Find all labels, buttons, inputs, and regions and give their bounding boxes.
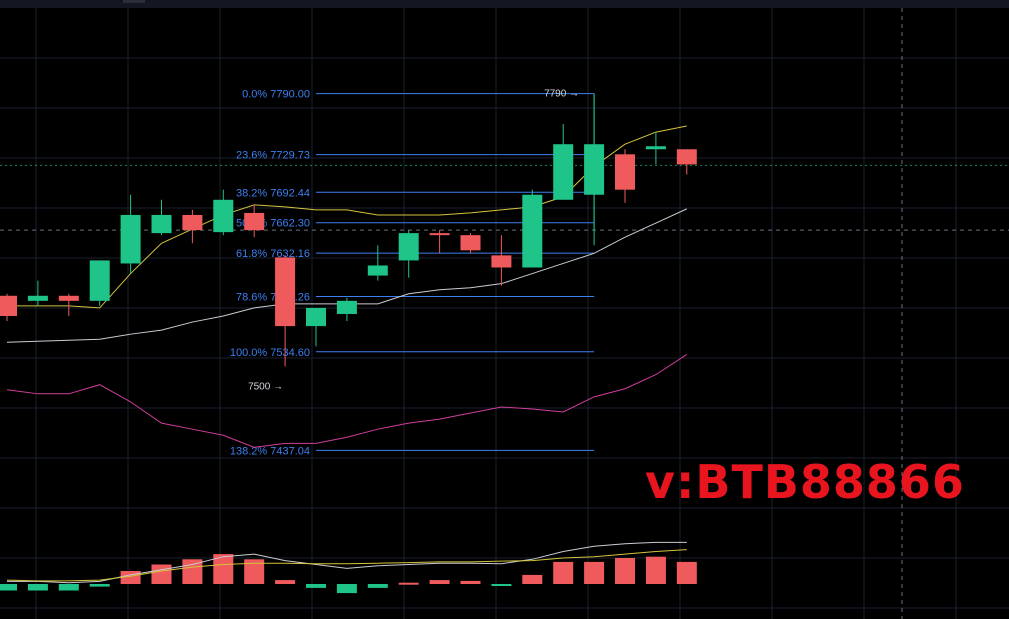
candles [0, 93, 697, 367]
candle-body [244, 212, 265, 231]
fib-level-label: 138.2% 7437.04 [230, 445, 310, 457]
histogram-bar [89, 584, 110, 587]
chart-grid [0, 8, 1009, 619]
histogram-bar [584, 561, 605, 584]
candle-body [584, 144, 605, 195]
oscillator-main-line [6, 549, 687, 582]
fast-ma-line [7, 125, 687, 309]
fib-level-label: 0.0% 7790.00 [242, 89, 310, 101]
candle-body [429, 233, 450, 236]
histogram-bar [522, 574, 543, 584]
candle-body [306, 307, 326, 327]
low-price-label: 7500 → [248, 382, 283, 393]
histogram-bar [367, 584, 388, 588]
histogram-bar [213, 554, 234, 584]
candle-body [120, 214, 141, 264]
histogram-bar [151, 564, 172, 584]
oscillator-panel [0, 541, 697, 594]
histogram-bar [244, 559, 265, 584]
histogram-bar [676, 561, 697, 584]
histogram-bar [27, 584, 48, 591]
price-marks: 7790 → 7500 → [248, 89, 579, 393]
candle-body [27, 295, 48, 301]
fib-level-label: 23.6% 7729.73 [236, 150, 310, 162]
fib-level-label: 38.2% 7692.44 [236, 187, 310, 199]
histogram-bar [58, 584, 79, 591]
toolbar-tab[interactable] [123, 0, 145, 3]
high-price-label: 7790 → [544, 89, 579, 100]
candle-body [182, 214, 203, 231]
histogram-bar [460, 580, 481, 584]
candle-body [275, 257, 296, 327]
candle-body [0, 295, 17, 316]
candle-body [89, 260, 110, 301]
watermark-text: v:BTB88866 [645, 455, 965, 509]
lower-band-line [6, 353, 688, 448]
top-toolbar [0, 0, 1009, 8]
histogram-bar [553, 561, 574, 584]
candle-body [336, 300, 357, 314]
candle-body [151, 214, 172, 234]
candle-body [213, 199, 234, 233]
histogram-bar [615, 558, 635, 584]
histogram-bar [336, 584, 357, 594]
candle-body [615, 154, 635, 190]
candle-body [58, 295, 79, 301]
histogram-bar [429, 580, 450, 584]
histogram-bar [398, 582, 419, 585]
candle-body [645, 146, 666, 150]
histogram-bar [0, 584, 17, 591]
candle-body [553, 144, 574, 200]
candle-body [676, 149, 697, 165]
fib-level-label: 78.6% 7589.26 [236, 292, 310, 304]
candle-body [460, 235, 481, 251]
candle-body [491, 255, 512, 268]
fib-level-label: 61.8% 7632.16 [236, 248, 310, 260]
candle-body [367, 265, 388, 276]
histogram-bar [306, 584, 326, 588]
histogram-bar [491, 584, 512, 586]
fib-level-label: 100.0% 7534.60 [230, 347, 310, 359]
histogram-bar [645, 556, 666, 584]
histogram-bar [275, 580, 296, 584]
candle-body [522, 194, 543, 268]
candle-body [398, 233, 419, 261]
